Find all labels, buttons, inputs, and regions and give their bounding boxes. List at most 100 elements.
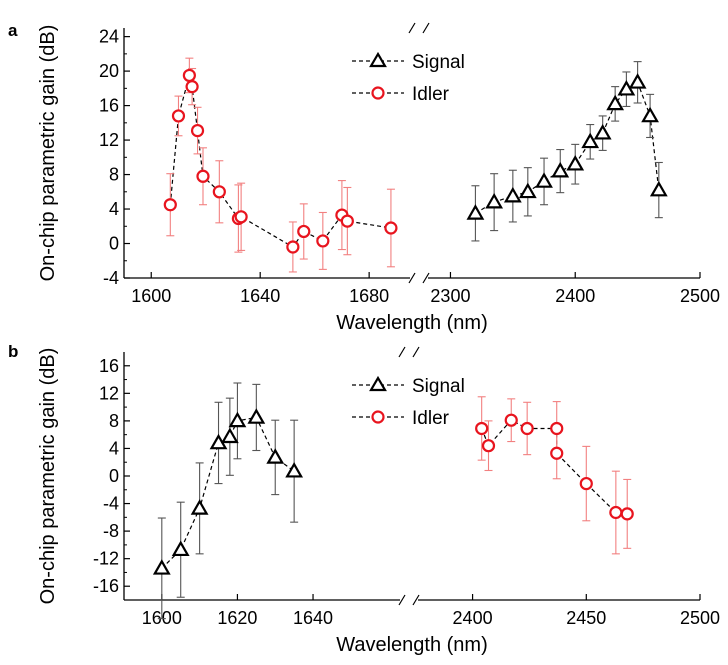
series-signal — [152, 382, 304, 620]
data-point — [503, 186, 522, 203]
series-idler — [163, 57, 398, 273]
x-axis-label: Wavelength (nm) — [336, 312, 488, 334]
data-point — [606, 94, 625, 111]
legend-marker — [371, 410, 385, 424]
x-tick-label: 1680 — [349, 286, 389, 306]
x-axis-label: Wavelength (nm) — [336, 634, 488, 656]
data-point — [481, 439, 496, 453]
y-tick-label: 8 — [109, 165, 119, 185]
y-tick-label: 4 — [109, 438, 119, 458]
data-point — [185, 80, 199, 94]
y-tick-label: 16 — [99, 96, 119, 116]
series-idler — [475, 396, 634, 555]
axis-break-mark — [422, 22, 430, 34]
y-tick-label: 8 — [109, 411, 119, 431]
data-point — [609, 505, 623, 520]
data-point — [212, 185, 226, 199]
data-point — [581, 132, 600, 149]
y-tick-label: 4 — [109, 199, 119, 219]
data-point — [620, 507, 634, 521]
data-point — [297, 224, 311, 239]
x-tick-label: 1640 — [293, 608, 333, 628]
data-point — [340, 214, 354, 228]
axis-break-mark — [398, 346, 406, 358]
data-point — [316, 234, 330, 248]
data-point — [466, 204, 485, 220]
data-point — [171, 540, 190, 557]
x-tick-label: 2450 — [566, 608, 606, 628]
legend-entry: Signal — [352, 51, 465, 73]
data-point — [152, 559, 171, 575]
panel-b-letter: b — [8, 342, 18, 361]
legend-entry: Idler — [352, 84, 450, 105]
data-point — [485, 192, 504, 209]
data-point — [190, 499, 209, 515]
legend-label: Signal — [412, 376, 465, 397]
legend-entry: Idler — [352, 408, 450, 429]
axis-break-mark — [398, 594, 406, 606]
series-line — [475, 81, 660, 214]
legend-marker — [369, 375, 387, 392]
data-point — [518, 182, 537, 199]
y-tick-label: 16 — [99, 356, 119, 376]
series-line — [161, 416, 295, 569]
axis-break-mark — [408, 22, 416, 34]
y-tick-label: 20 — [99, 61, 119, 81]
legend-label: Idler — [412, 84, 450, 105]
data-point — [285, 461, 304, 478]
data-point — [247, 408, 266, 424]
y-tick-label: 0 — [109, 466, 119, 486]
y-tick-label: -16 — [93, 576, 119, 596]
data-point — [520, 421, 534, 436]
data-point — [228, 411, 247, 428]
axis-break-mark — [422, 272, 430, 284]
y-tick-label: 0 — [109, 234, 119, 254]
y-tick-label: -8 — [103, 521, 119, 541]
x-tick-label: 2500 — [680, 608, 720, 628]
legend-label: Signal — [412, 52, 465, 73]
x-tick-label: 2400 — [555, 286, 595, 306]
axis-break-mark — [412, 346, 420, 358]
data-point — [220, 427, 239, 444]
data-point — [384, 221, 398, 235]
data-point — [171, 109, 186, 123]
panel-a-letter: a — [8, 21, 18, 40]
data-point — [475, 421, 489, 436]
y-tick-label: 24 — [99, 27, 119, 47]
y-axis-label: On-chip parametric gain (dB) — [37, 25, 59, 282]
data-point — [641, 106, 659, 123]
legend-marker — [369, 51, 387, 68]
legend-entry: Signal — [352, 375, 465, 397]
axis-break-mark — [412, 594, 420, 606]
x-tick-label: 2500 — [680, 286, 720, 306]
x-tick-label: 1640 — [240, 286, 280, 306]
data-point — [550, 446, 564, 460]
y-tick-label: -12 — [93, 549, 119, 569]
data-point — [566, 154, 585, 171]
data-point — [551, 161, 570, 178]
data-point — [628, 73, 647, 89]
legend-label: Idler — [412, 408, 450, 429]
y-tick-label: -4 — [103, 494, 119, 514]
y-tick-label: -4 — [103, 268, 119, 288]
y-axis-label: On-chip parametric gain (dB) — [37, 348, 59, 605]
data-point — [593, 123, 612, 140]
x-tick-label: 2400 — [453, 608, 493, 628]
data-point — [286, 240, 300, 254]
x-tick-label: 1620 — [217, 608, 257, 628]
data-point — [649, 180, 668, 197]
x-tick-label: 2300 — [430, 286, 470, 306]
panel-a-chart: a -4 0 4 8 12 16 20 24 1600 1640 1680 2300 2400 2500 W… — [8, 21, 720, 334]
data-point — [163, 198, 177, 212]
data-point — [266, 448, 285, 464]
data-point — [196, 169, 210, 183]
x-tick-label: 1600 — [131, 286, 171, 306]
data-point — [579, 476, 593, 491]
series-signal — [466, 61, 668, 242]
data-point — [504, 413, 518, 427]
y-tick-label: 12 — [99, 383, 119, 403]
data-point — [182, 68, 196, 83]
data-point — [234, 210, 248, 224]
